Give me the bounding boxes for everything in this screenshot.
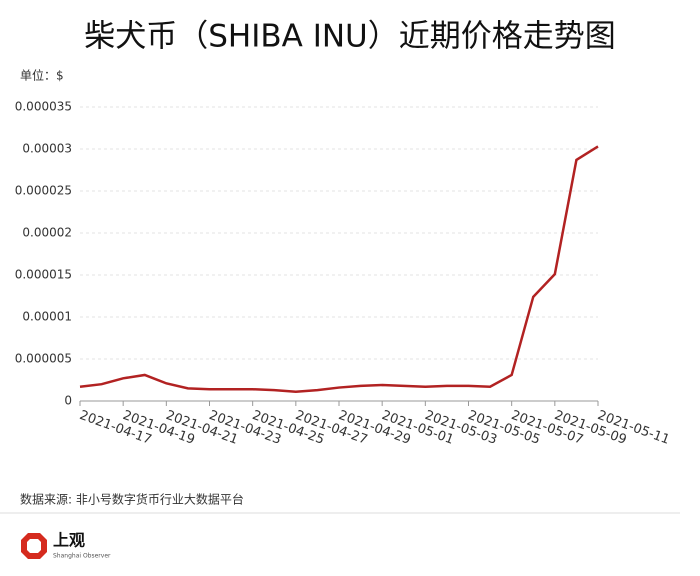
y-tick-label: 0.00002 <box>22 226 72 240</box>
y-tick-label: 0.000025 <box>15 184 72 198</box>
y-tick-label: 0.00001 <box>22 310 72 324</box>
y-tick-label: 0 <box>64 394 72 408</box>
logo-icon <box>21 533 47 559</box>
logo-text: 上观 <box>53 531 85 550</box>
source: 数据来源: 非小号数字货币行业大数据平台 <box>20 492 244 507</box>
line-series <box>79 145 599 394</box>
chart-title: 柴犬币（SHIBA INU）近期价格走势图 <box>84 19 615 55</box>
logo-subtext: Shanghai Observer <box>53 553 111 560</box>
y-tick-label: 0.000035 <box>15 100 72 114</box>
y-axis-label: 单位：$ <box>20 68 64 83</box>
y-tick-label: 0.00003 <box>22 142 72 156</box>
y-tick-label: 0.000005 <box>15 352 72 366</box>
y-tick-label: 0.000015 <box>15 268 72 282</box>
